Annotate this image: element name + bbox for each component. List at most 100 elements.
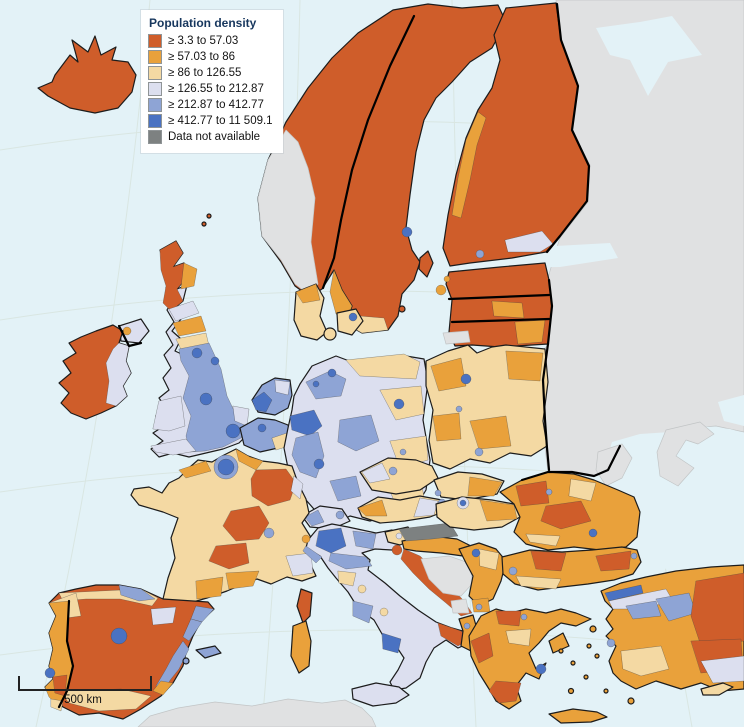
legend-rows: ≥ 3.3 to 57.03 ≥ 57.03 to 86 ≥ 86 to 126.5…: [148, 34, 273, 144]
region-randstad: [251, 391, 273, 413]
region-belgrade: [471, 548, 481, 558]
region-mecklenburg: [345, 353, 421, 380]
region-montenegro: [450, 598, 470, 614]
legend-swatch-1: [148, 50, 162, 64]
region-border-romania-east: [520, 444, 622, 482]
region-gulf-of-finland-sea: [447, 243, 618, 268]
legend-swatch-2: [148, 66, 162, 80]
region-frankfurt: [313, 458, 325, 470]
region-krakow: [474, 447, 484, 457]
region-aegean-island-2: [570, 660, 576, 666]
region-england-southwest: [150, 438, 197, 456]
region-turkey-east: [690, 572, 744, 647]
region-aegean-island-5: [567, 687, 575, 695]
region-norway-west-nodata: [257, 129, 319, 295]
region-shetland-2: [206, 213, 212, 219]
region-cyprus: [700, 682, 734, 696]
region-poland-southwest: [432, 412, 462, 442]
region-ireland-east: [105, 342, 132, 407]
region-umbria: [357, 584, 367, 594]
region-berlin: [393, 398, 405, 410]
region-border-spain-portugal: [57, 599, 75, 709]
region-paris: [217, 458, 235, 476]
region-toulouse-region: [195, 576, 224, 600]
region-bornholm: [398, 305, 406, 313]
region-germany-central: [337, 414, 380, 452]
region-czechia-west: [361, 462, 391, 484]
region-graticule-meridian-2: [261, 0, 301, 727]
region-finland-southeast: [504, 230, 554, 253]
region-aegean-island-4: [594, 653, 600, 659]
region-bucharest: [588, 528, 598, 538]
region-greek-macedonia: [495, 610, 522, 627]
region-aegean-island-3: [583, 674, 589, 680]
region-finland-west-coast: [451, 111, 487, 219]
region-romania-northeast: [568, 478, 597, 502]
region-copenhagen: [348, 312, 358, 322]
region-tyrol: [357, 499, 388, 517]
region-budapest: [459, 499, 467, 507]
legend-item-1: ≥ 57.03 to 86: [148, 50, 273, 64]
region-aegean-island-6: [603, 688, 609, 694]
region-nord-pas-de-calais: [235, 448, 264, 471]
region-warsaw: [460, 373, 472, 385]
region-hamburg: [327, 368, 337, 378]
region-white-sea: [596, 16, 702, 96]
region-turin: [301, 534, 311, 544]
region-border-estonia-latvia: [447, 293, 551, 301]
region-birmingham: [199, 392, 213, 406]
region-cluj: [545, 488, 553, 496]
region-lithuania-southeast: [514, 319, 546, 345]
region-brussels: [257, 423, 267, 433]
region-shetland-1: [201, 221, 207, 227]
region-balearic-mallorca: [195, 645, 222, 659]
region-sicily: [351, 682, 410, 707]
legend-swatch-3: [148, 82, 162, 96]
region-ljubljana: [395, 532, 403, 540]
region-stockholm: [401, 226, 413, 238]
region-lesbos: [589, 625, 597, 633]
region-alsace: [290, 475, 304, 500]
region-stuttgart-region: [329, 475, 362, 502]
region-thessaloniki: [520, 613, 528, 621]
legend-item-2: ≥ 86 to 126.55: [148, 66, 273, 80]
region-border-norway-sweden: [321, 14, 416, 290]
legend-item-4: ≥ 212.87 to 412.77: [148, 98, 273, 112]
region-scotland-highlands: [159, 240, 188, 312]
region-prague: [388, 466, 398, 476]
region-athens: [535, 663, 547, 675]
region-bratislava: [434, 489, 442, 497]
region-provence: [285, 552, 314, 577]
region-turkey-right-edge: [700, 655, 744, 684]
region-poland-northwest: [430, 357, 467, 392]
legend-item-0: ≥ 3.3 to 57.03: [148, 34, 273, 48]
region-serbia-east: [478, 548, 500, 571]
region-croatia-nodata: [398, 522, 459, 542]
region-algarve: [50, 698, 64, 712]
region-gotland: [418, 250, 434, 278]
region-turkey-southwest: [620, 645, 670, 677]
region-scotland-northeast: [180, 262, 198, 290]
region-austria-east: [413, 497, 439, 518]
region-thessaly: [505, 628, 532, 647]
region-epirus: [470, 632, 494, 664]
legend-label-1: ≥ 57.03 to 86: [168, 50, 236, 63]
region-germany-northwest: [305, 370, 347, 400]
region-sofia: [508, 566, 518, 576]
region-bremen: [312, 380, 320, 388]
region-crete: [548, 708, 608, 724]
region-slovakia-east: [467, 476, 503, 497]
region-lodz: [455, 405, 463, 413]
region-lombardy: [315, 527, 347, 554]
region-rhodes: [627, 697, 635, 705]
legend-swatch-4: [148, 98, 162, 112]
region-aragon-northeast: [150, 606, 177, 626]
region-denmark-north: [295, 283, 321, 304]
legend-swatch-5: [148, 114, 162, 128]
region-emilia-romagna: [328, 552, 373, 570]
region-hungary-east: [479, 499, 518, 522]
legend-item-3: ≥ 126.55 to 212.87: [148, 82, 273, 96]
region-bulgaria-east: [595, 550, 632, 572]
